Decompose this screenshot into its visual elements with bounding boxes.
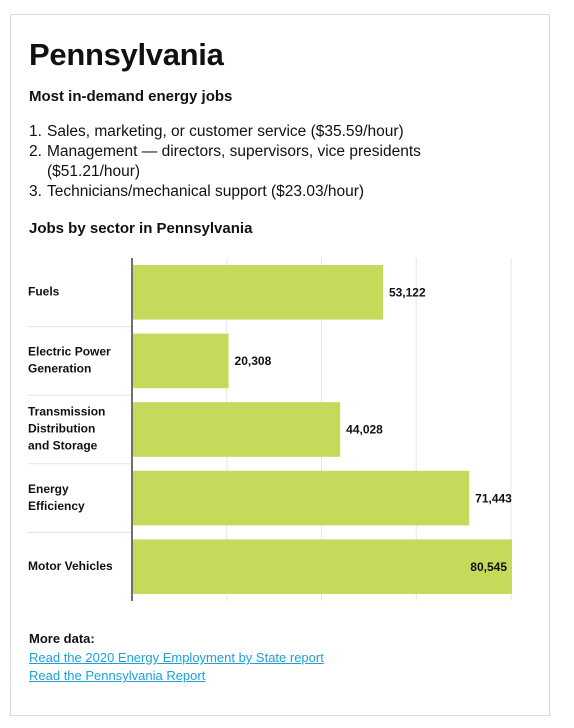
category-label: Energy — [28, 482, 69, 496]
state-card: Pennsylvania Most in-demand energy jobs … — [10, 14, 550, 716]
more-data-title: More data: — [29, 631, 95, 646]
list-item: 2. Management — directors, supervisors, … — [29, 142, 467, 182]
bar — [133, 539, 512, 594]
bar-value-label: 53,122 — [389, 285, 426, 299]
list-item: 3. Technicians/mechanical support ($23.0… — [29, 182, 467, 202]
jobs-list: 1. Sales, marketing, or customer service… — [29, 122, 467, 202]
bar-value-label: 20,308 — [235, 354, 272, 368]
list-text: Technicians/mechanical support ($23.03/h… — [47, 183, 365, 200]
pennsylvania-report-link[interactable]: Read the Pennsylvania Report — [29, 668, 206, 683]
bar-value-label: 80,545 — [470, 560, 507, 574]
page-title: Pennsylvania — [29, 37, 224, 72]
bar-value-label: 71,443 — [475, 491, 512, 505]
energy-report-link[interactable]: Read the 2020 Energy Employment by State… — [29, 650, 324, 665]
category-label: and Storage — [28, 439, 98, 453]
category-label: Generation — [28, 362, 91, 376]
chart-title: Jobs by sector in Pennsylvania — [29, 220, 253, 237]
category-label: Motor Vehicles — [28, 559, 113, 573]
category-label: Fuels — [28, 284, 60, 298]
list-number: 3. — [29, 183, 42, 200]
category-label: Efficiency — [28, 499, 85, 513]
category-label: Distribution — [28, 422, 95, 436]
category-label: Transmission — [28, 405, 105, 419]
bar — [133, 470, 470, 526]
bar — [133, 402, 341, 457]
jobs-subtitle: Most in-demand energy jobs — [29, 88, 233, 105]
bar — [133, 265, 383, 320]
list-text: Management — directors, supervisors, vic… — [47, 143, 421, 180]
category-label: Electric Power — [28, 345, 111, 359]
list-number: 1. — [29, 123, 42, 140]
bar-value-label: 44,028 — [346, 423, 383, 437]
bar — [133, 333, 229, 389]
list-text: Sales, marketing, or customer service ($… — [47, 123, 404, 140]
more-data: More data: Read the 2020 Energy Employme… — [29, 631, 324, 685]
list-item: 1. Sales, marketing, or customer service… — [29, 122, 467, 142]
list-number: 2. — [29, 143, 42, 160]
